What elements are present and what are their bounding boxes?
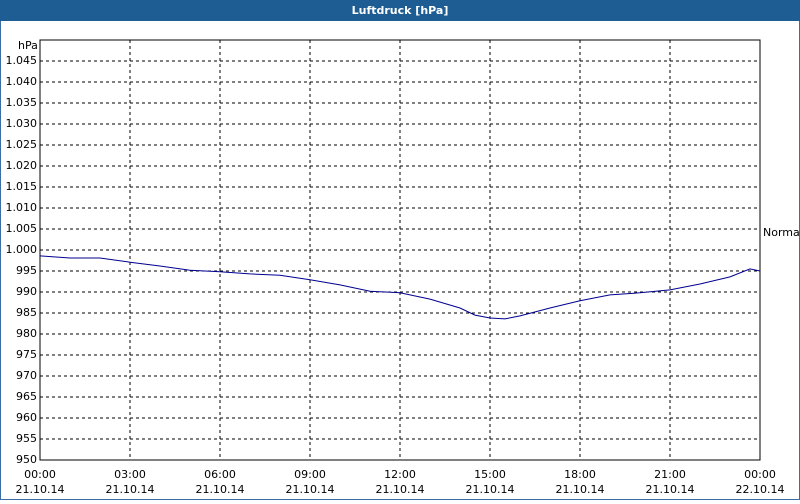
x-tick-date: 21.10.14	[556, 483, 605, 496]
x-tick-date: 21.10.14	[286, 483, 335, 496]
x-tick-date: 21.10.14	[196, 483, 245, 496]
y-tick-label: 1.030	[6, 117, 38, 130]
x-tick-date: 21.10.14	[466, 483, 515, 496]
y-tick-label: 1.025	[6, 138, 38, 151]
plot-border	[39, 39, 761, 461]
y-tick-label: 990	[16, 285, 37, 298]
chart-title: Luftdruck [hPa]	[352, 4, 449, 17]
y-tick-label: 1.045	[6, 54, 38, 67]
y-tick-label: 985	[16, 306, 37, 319]
y-tick-label: 960	[16, 411, 37, 424]
x-tick-label: 18:00	[564, 468, 596, 481]
x-tick-date: 22.10.14	[736, 483, 785, 496]
x-tick-date: 21.10.14	[376, 483, 425, 496]
y-unit: hPa	[18, 39, 38, 52]
x-tick-label: 03:00	[114, 468, 146, 481]
y-tick-label: 965	[16, 390, 37, 403]
x-tick-date: 21.10.14	[106, 483, 155, 496]
y-tick-label: 955	[16, 432, 37, 445]
y-tick-label: 1.005	[6, 222, 38, 235]
y-tick-label: 995	[16, 264, 37, 277]
annotation: Normal	[763, 226, 800, 239]
x-tick-label: 09:00	[294, 468, 326, 481]
y-tick-label: 975	[16, 348, 37, 361]
y-tick-label: 1.040	[6, 75, 38, 88]
title-bar	[0, 0, 800, 21]
y-tick-label: 950	[16, 453, 37, 466]
y-tick-label: 1.020	[6, 159, 38, 172]
y-tick-label: 1.010	[6, 201, 38, 214]
x-tick-label: 21:00	[654, 468, 686, 481]
x-tick-label: 15:00	[474, 468, 506, 481]
y-tick-label: 970	[16, 369, 37, 382]
x-tick-label: 00:00	[24, 468, 56, 481]
line-series	[39, 255, 761, 320]
y-tick-label: 1.000	[6, 243, 38, 256]
x-tick-label: 12:00	[384, 468, 416, 481]
x-tick-date: 21.10.14	[16, 483, 65, 496]
y-tick-label: 1.035	[6, 96, 38, 109]
y-tick-label: 980	[16, 327, 37, 340]
y-tick-label: 1.015	[6, 180, 38, 193]
x-tick-date: 21.10.14	[646, 483, 695, 496]
x-tick-label: 00:00	[744, 468, 776, 481]
x-tick-label: 06:00	[204, 468, 236, 481]
